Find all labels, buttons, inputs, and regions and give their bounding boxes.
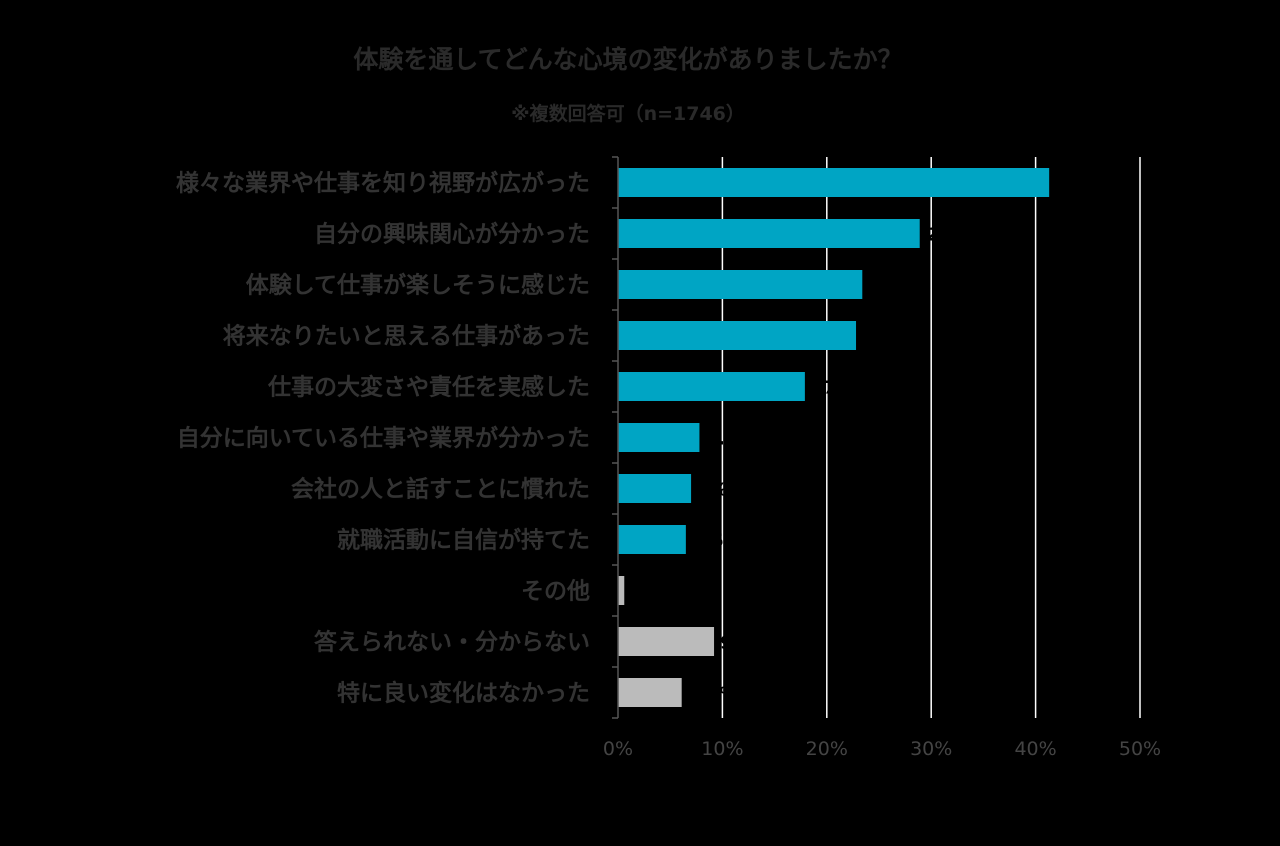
category-label: 様々な業界や仕事を知り視野が広がった [176, 170, 590, 197]
category-label: 会社の人と話すことに慣れた [291, 476, 590, 503]
bar [618, 372, 805, 401]
category-label: その他 [521, 579, 590, 605]
bar [618, 576, 625, 605]
bar [618, 321, 857, 350]
chart-title: 体験を通してどんな心境の変化がありましたか？ [353, 45, 902, 74]
x-axis-ticks: 0% 10% 20% 30% 40% 50% [603, 156, 1161, 760]
data-label: 9.2% [720, 633, 770, 654]
category-label: 将来なりたいと思える仕事があった [223, 323, 590, 350]
category-label: 自分の興味関心が分かった [314, 221, 590, 248]
bar [618, 678, 682, 707]
data-label: 6.1% [688, 684, 738, 705]
x-tick-label: 0% [603, 738, 633, 760]
category-label: 就職活動に自信が持てた [337, 527, 590, 554]
bars [618, 168, 1050, 707]
category-labels: 様々な業界や仕事を知り視野が広がった自分の興味関心が分かった体験して仕事が楽しそ… [176, 170, 590, 707]
bar [618, 168, 1050, 197]
gridlines [721, 157, 1141, 718]
bar [618, 270, 863, 299]
category-label: 自分に向いている仕事や業界が分かった [177, 425, 590, 452]
data-label: 22.8% [862, 327, 924, 348]
category-label: 体験して仕事が楽しそうに感じた [246, 272, 590, 299]
x-tick-label: 30% [910, 738, 952, 760]
category-label: 特に良い変化はなかった [337, 680, 590, 707]
data-label: 6.5% [692, 531, 742, 552]
bar [618, 219, 920, 248]
data-label: 41.3% [1055, 174, 1117, 195]
x-tick-label: 20% [806, 738, 848, 760]
bar [618, 627, 715, 656]
data-label: 28.9% [926, 225, 988, 246]
category-label: 答えられない・分からない [314, 629, 590, 656]
x-tick-label: 50% [1119, 738, 1161, 760]
data-label: 17.9% [811, 378, 873, 399]
bar [618, 525, 686, 554]
chart-subtitle: ※複数回答可（n=1746） [511, 102, 745, 125]
x-tick-label: 10% [701, 738, 743, 760]
bar [618, 423, 700, 452]
category-label: 仕事の大変さや責任を実感した [267, 374, 590, 401]
data-label: 23.4% [868, 276, 930, 297]
data-label: 7% [697, 480, 728, 501]
bar [618, 474, 692, 503]
data-label: 7.8% [705, 429, 755, 450]
value-labels: 41.3% 28.9% 23.4% 22.8% 17.9% 7.8% 7% 6.5% 0.6% 9… [630, 174, 1117, 705]
data-label: 0.6% [630, 582, 680, 603]
x-tick-label: 40% [1014, 738, 1056, 760]
